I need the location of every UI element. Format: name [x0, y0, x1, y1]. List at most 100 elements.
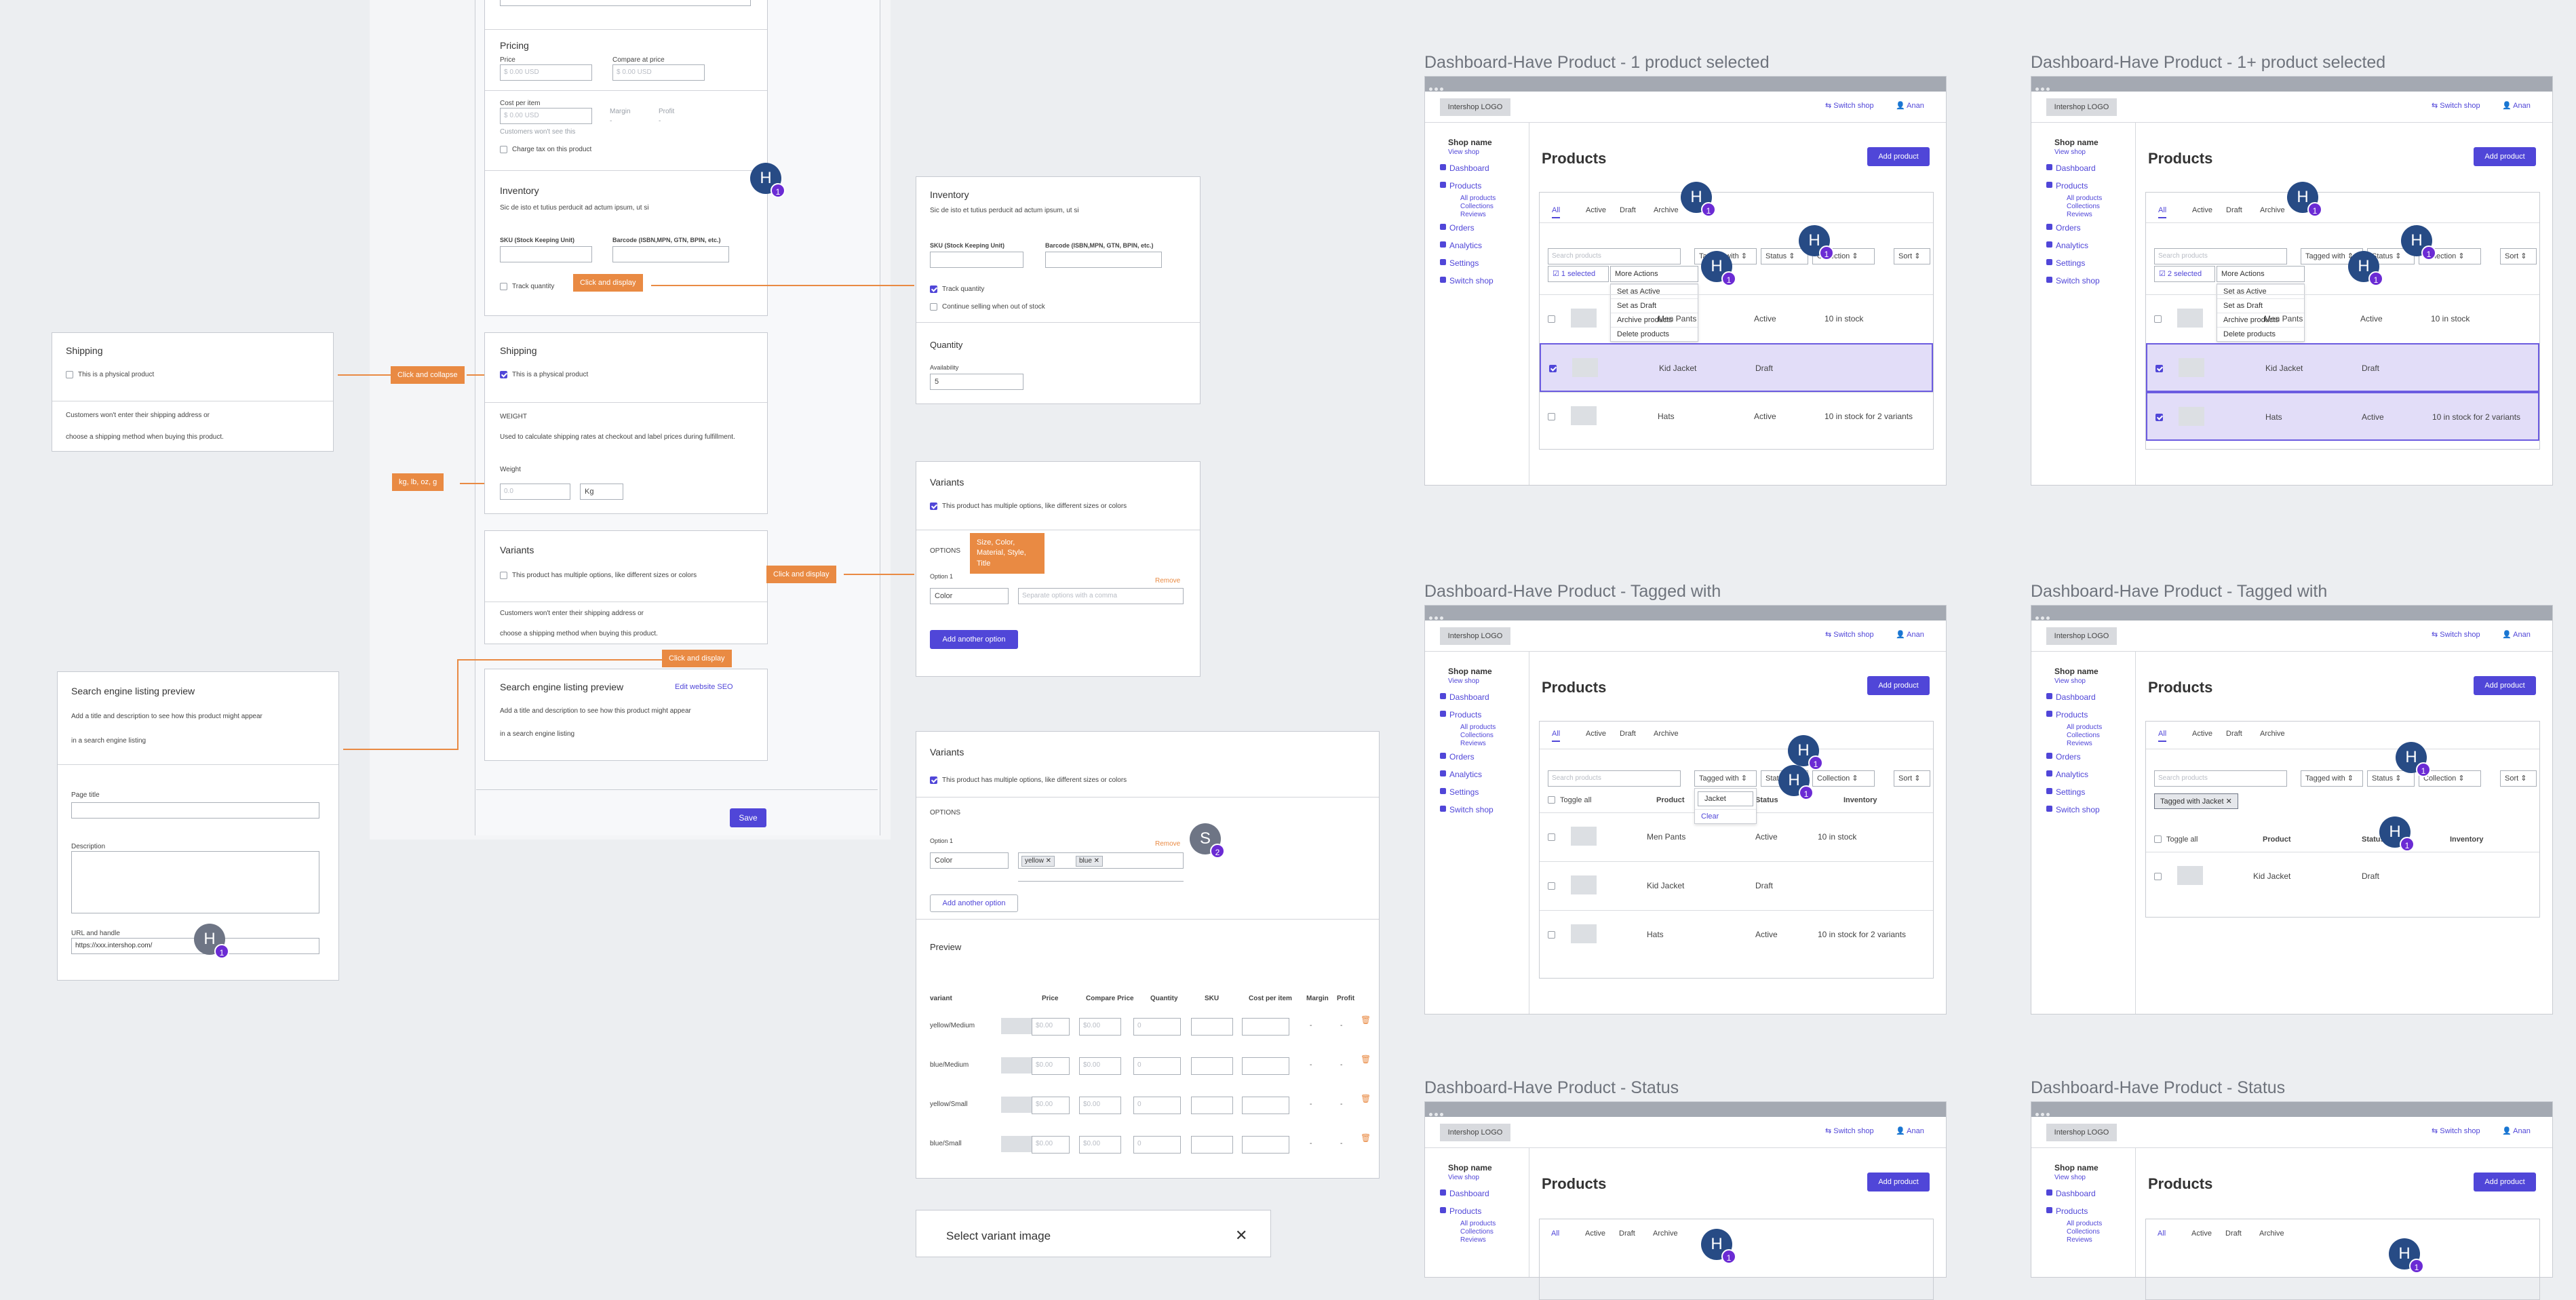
sidebar-item[interactable]: Settings — [2046, 258, 2085, 268]
search-input[interactable]: Search products — [2154, 770, 2287, 787]
add-product-button[interactable]: Add product — [1867, 676, 1930, 695]
clear-link[interactable]: Clear — [1695, 809, 1756, 823]
variant-price-input[interactable]: $0.00 — [1032, 1057, 1070, 1075]
sidebar-item[interactable]: Dashboard — [1440, 163, 1489, 173]
tab[interactable]: Active — [2192, 206, 2212, 214]
product-name[interactable]: Hats — [1647, 930, 1664, 939]
sidebar-item[interactable]: Reviews — [1460, 211, 1486, 218]
table-row[interactable]: Kid Jacket Draft — [1540, 861, 1933, 910]
variant-cost-input[interactable] — [1242, 1057, 1289, 1075]
edit-seo-link[interactable]: Edit website SEO — [675, 683, 733, 691]
row-checkbox[interactable] — [1548, 413, 1555, 420]
close-icon[interactable]: ✕ — [1235, 1227, 1248, 1244]
price-input[interactable]: $ 0.00 USD — [500, 64, 592, 81]
search-input[interactable]: Search products — [1548, 770, 1681, 787]
tab[interactable]: All — [2158, 1229, 2166, 1238]
selected-count[interactable]: ☑ 2 selected — [2154, 266, 2215, 282]
view-shop-link[interactable]: View shop — [2054, 677, 2086, 685]
table-row[interactable]: Men Pants Active 10 in stock — [1540, 812, 1933, 861]
add-product-button[interactable]: Add product — [2474, 147, 2536, 166]
tab[interactable]: All — [1552, 730, 1561, 742]
sidebar-item[interactable]: Dashboard — [1440, 692, 1489, 702]
sidebar-item[interactable]: Products — [1440, 181, 1481, 191]
sidebar-item[interactable]: Dashboard — [2046, 1189, 2096, 1198]
sidebar-item[interactable]: Settings — [1440, 258, 1479, 268]
tab[interactable]: Archive — [1654, 730, 1679, 738]
inv-exp-track-checkbox[interactable] — [930, 285, 937, 293]
row-checkbox[interactable] — [1549, 365, 1557, 372]
continue-selling-checkbox[interactable] — [930, 303, 937, 311]
multi-options-checkbox[interactable] — [500, 572, 507, 579]
tag-search-input[interactable]: Jacket — [1698, 791, 1753, 806]
status-select[interactable]: Status ⇕ — [2367, 770, 2415, 787]
compare-input[interactable]: $ 0.00 USD — [612, 64, 705, 81]
sidebar-item[interactable]: Collections — [1460, 732, 1494, 739]
sidebar-item[interactable]: Reviews — [1460, 1236, 1486, 1244]
table-row[interactable]: Kid Jacket Draft — [2146, 852, 2539, 901]
tagged-with-select[interactable]: Tagged with ⇕ — [2301, 770, 2363, 787]
view-shop-link[interactable]: View shop — [2054, 149, 2086, 156]
physical-checkbox[interactable] — [500, 371, 507, 378]
sidebar-item[interactable]: Analytics — [1440, 241, 1482, 250]
variant-price-input[interactable]: $0.00 — [1032, 1136, 1070, 1154]
product-name[interactable]: Kid Jacket — [1647, 881, 1685, 890]
var-exp-multi-checkbox[interactable] — [930, 503, 937, 510]
status-select[interactable]: Status ⇕ — [1761, 248, 1808, 264]
sidebar-item[interactable]: Dashboard — [2046, 692, 2096, 702]
table-row[interactable]: Men Pants Active 10 in stock — [1540, 294, 1933, 343]
variant-sku-input[interactable] — [1191, 1097, 1233, 1114]
sidebar-item[interactable]: Reviews — [1460, 740, 1486, 747]
sidebar-item[interactable]: Orders — [2046, 223, 2081, 233]
add-product-button[interactable]: Add product — [1867, 1173, 1930, 1191]
tab[interactable]: Active — [2192, 730, 2212, 738]
tab[interactable]: Archive — [2260, 206, 2285, 214]
var-fill-multi-checkbox[interactable] — [930, 776, 937, 784]
switch-shop-link[interactable]: ⇆ Switch shop — [2432, 1127, 2480, 1135]
sidebar-item[interactable]: Orders — [1440, 223, 1475, 233]
table-row[interactable]: Kid Jacket Draft — [1540, 343, 1933, 392]
view-shop-link[interactable]: View shop — [1448, 677, 1479, 685]
sidebar-item[interactable]: Collections — [1460, 1228, 1494, 1236]
user-link[interactable]: 👤 Anan — [1896, 631, 1924, 639]
table-row[interactable]: Hats Active 10 in stock for 2 variants — [1540, 392, 1933, 441]
charge-tax-checkbox[interactable] — [500, 146, 507, 153]
var-exp-add-option[interactable]: Add another option — [930, 630, 1018, 649]
add-product-button[interactable]: Add product — [2474, 1173, 2536, 1191]
switch-shop-link[interactable]: ⇆ Switch shop — [2432, 102, 2480, 110]
tab[interactable]: Draft — [1620, 206, 1636, 214]
tab[interactable]: Active — [1585, 1229, 1605, 1238]
row-checkbox[interactable] — [1548, 315, 1555, 323]
menu-item[interactable]: Set as Draft — [2217, 298, 2304, 313]
view-shop-link[interactable]: View shop — [2054, 1174, 2086, 1181]
tab[interactable]: Draft — [1619, 1229, 1635, 1238]
product-name[interactable]: Hats — [1658, 412, 1675, 421]
more-actions-select[interactable]: More Actions — [2217, 266, 2305, 282]
tab[interactable]: Archive — [1654, 206, 1679, 214]
row-checkbox[interactable] — [2155, 414, 2163, 421]
sidebar-item[interactable]: Switch shop — [1440, 276, 1494, 285]
variant-compare-input[interactable]: $0.00 — [1079, 1057, 1121, 1075]
product-name[interactable]: Hats — [2265, 412, 2282, 422]
table-row[interactable]: Hats Active 10 in stock for 2 variants — [1540, 910, 1933, 959]
variant-qty-stepper[interactable]: 0 — [1133, 1057, 1181, 1075]
trash-icon[interactable]: 🗑 — [1361, 1133, 1371, 1143]
weight-unit-select[interactable]: Kg — [580, 484, 623, 500]
var-exp-values-input[interactable]: Separate options with a comma — [1018, 588, 1184, 604]
sidebar-item[interactable]: Dashboard — [1440, 1189, 1489, 1198]
tag-yellow[interactable]: yellow ✕ — [1021, 856, 1055, 867]
description-input[interactable] — [71, 851, 319, 913]
variant-price-input[interactable]: $0.00 — [1032, 1018, 1070, 1036]
sidebar-item[interactable]: Products — [1440, 1206, 1481, 1216]
menu-item[interactable]: Delete products — [2217, 327, 2304, 341]
add-product-button[interactable]: Add product — [1867, 147, 1930, 166]
variant-price-input[interactable]: $0.00 — [1032, 1097, 1070, 1114]
user-link[interactable]: 👤 Anan — [2502, 102, 2531, 110]
variant-qty-stepper[interactable]: 0 — [1133, 1136, 1181, 1154]
page-title-input[interactable] — [71, 802, 319, 819]
variant-image-button[interactable] — [1001, 1097, 1032, 1113]
sort-select[interactable]: Sort ⇕ — [1894, 770, 1930, 787]
sidebar-item[interactable]: Products — [1440, 710, 1481, 720]
product-name[interactable]: Men Pants — [1658, 314, 1697, 323]
tab[interactable]: Active — [1586, 730, 1606, 738]
sidebar-item[interactable]: All products — [1460, 1220, 1496, 1227]
